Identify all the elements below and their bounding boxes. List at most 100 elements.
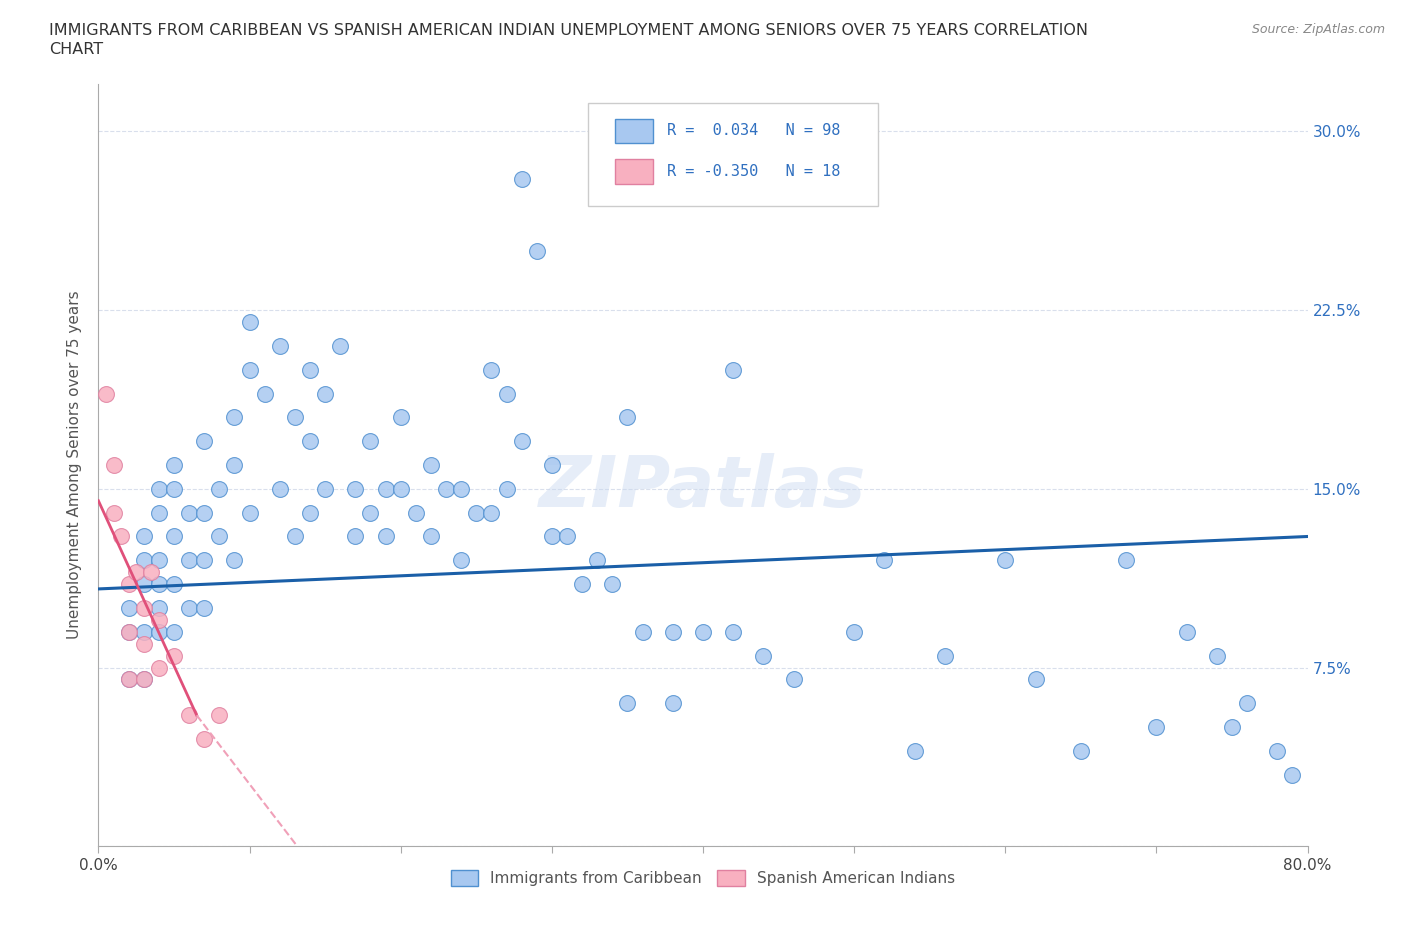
- Point: [510, 171, 533, 186]
- Point: [208, 708, 231, 723]
- Point: [873, 552, 896, 567]
- Point: [299, 505, 322, 520]
- Point: [450, 482, 472, 497]
- Point: [163, 458, 186, 472]
- Point: [132, 577, 155, 591]
- Point: [1024, 672, 1046, 687]
- Point: [571, 577, 593, 591]
- Point: [94, 386, 117, 401]
- Point: [1175, 624, 1198, 639]
- Point: [110, 529, 132, 544]
- Point: [374, 529, 396, 544]
- Point: [163, 529, 186, 544]
- Text: R =  0.034   N = 98: R = 0.034 N = 98: [666, 124, 841, 139]
- Point: [253, 386, 276, 401]
- FancyBboxPatch shape: [614, 159, 654, 183]
- Point: [1115, 552, 1137, 567]
- Point: [481, 362, 503, 378]
- Point: [1220, 720, 1243, 735]
- Point: [1281, 767, 1303, 782]
- Point: [540, 458, 562, 472]
- Point: [344, 482, 367, 497]
- Point: [495, 386, 517, 401]
- FancyBboxPatch shape: [588, 103, 879, 206]
- Point: [148, 613, 170, 628]
- Point: [132, 601, 155, 616]
- Point: [163, 624, 186, 639]
- Point: [103, 458, 125, 472]
- Text: ZIPatlas: ZIPatlas: [540, 454, 866, 523]
- Point: [224, 458, 246, 472]
- Point: [148, 482, 170, 497]
- Point: [118, 672, 141, 687]
- Point: [179, 552, 201, 567]
- Point: [269, 339, 291, 353]
- Point: [692, 624, 714, 639]
- Point: [586, 552, 609, 567]
- Point: [193, 552, 215, 567]
- Point: [631, 624, 654, 639]
- Point: [132, 624, 155, 639]
- Point: [389, 410, 412, 425]
- Point: [420, 529, 443, 544]
- Point: [526, 243, 548, 258]
- Point: [179, 505, 201, 520]
- Point: [179, 601, 201, 616]
- Point: [994, 552, 1017, 567]
- Point: [360, 505, 382, 520]
- Point: [434, 482, 457, 497]
- Point: [299, 362, 322, 378]
- Point: [239, 362, 262, 378]
- Point: [904, 744, 927, 759]
- Point: [118, 624, 141, 639]
- Point: [844, 624, 866, 639]
- Text: CHART: CHART: [49, 42, 103, 57]
- Point: [450, 552, 472, 567]
- Point: [208, 529, 231, 544]
- Point: [224, 552, 246, 567]
- Point: [616, 410, 638, 425]
- Point: [465, 505, 488, 520]
- Point: [118, 624, 141, 639]
- Point: [118, 577, 141, 591]
- Point: [481, 505, 503, 520]
- Point: [420, 458, 443, 472]
- Point: [405, 505, 427, 520]
- Legend: Immigrants from Caribbean, Spanish American Indians: Immigrants from Caribbean, Spanish Ameri…: [444, 864, 962, 892]
- Point: [616, 696, 638, 711]
- Point: [540, 529, 562, 544]
- Point: [344, 529, 367, 544]
- Point: [752, 648, 775, 663]
- Text: IMMIGRANTS FROM CARIBBEAN VS SPANISH AMERICAN INDIAN UNEMPLOYMENT AMONG SENIORS : IMMIGRANTS FROM CARIBBEAN VS SPANISH AME…: [49, 23, 1088, 38]
- Point: [602, 577, 624, 591]
- Point: [132, 672, 155, 687]
- Point: [148, 552, 170, 567]
- Point: [284, 410, 307, 425]
- Point: [132, 672, 155, 687]
- Point: [224, 410, 246, 425]
- Point: [193, 433, 215, 448]
- Point: [239, 314, 262, 329]
- Point: [661, 696, 683, 711]
- Point: [208, 482, 231, 497]
- Point: [132, 552, 155, 567]
- Point: [163, 648, 186, 663]
- Point: [314, 482, 336, 497]
- Point: [163, 577, 186, 591]
- Point: [132, 529, 155, 544]
- Point: [118, 672, 141, 687]
- Point: [495, 482, 517, 497]
- Point: [1144, 720, 1167, 735]
- Point: [360, 433, 382, 448]
- Point: [239, 505, 262, 520]
- Point: [1267, 744, 1289, 759]
- Text: Source: ZipAtlas.com: Source: ZipAtlas.com: [1251, 23, 1385, 36]
- Point: [148, 577, 170, 591]
- Point: [661, 624, 683, 639]
- Point: [723, 362, 745, 378]
- Point: [118, 601, 141, 616]
- Point: [1206, 648, 1229, 663]
- Point: [783, 672, 806, 687]
- Point: [1236, 696, 1258, 711]
- Point: [141, 565, 163, 579]
